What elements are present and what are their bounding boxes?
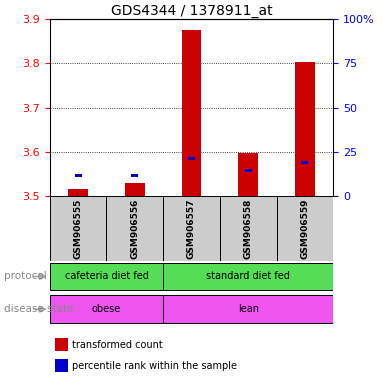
- Text: cafeteria diet fed: cafeteria diet fed: [65, 271, 148, 281]
- Text: lean: lean: [238, 304, 259, 314]
- FancyBboxPatch shape: [163, 263, 333, 290]
- Bar: [68, 189, 88, 196]
- Bar: [131, 174, 138, 177]
- Text: GSM906556: GSM906556: [130, 198, 139, 259]
- Bar: [75, 174, 82, 177]
- FancyBboxPatch shape: [50, 295, 163, 323]
- Text: disease state: disease state: [4, 304, 73, 314]
- Bar: [188, 157, 195, 160]
- Bar: [245, 169, 252, 172]
- FancyBboxPatch shape: [50, 263, 163, 290]
- Title: GDS4344 / 1378911_at: GDS4344 / 1378911_at: [111, 4, 272, 18]
- Text: GSM906555: GSM906555: [74, 198, 83, 259]
- Text: obese: obese: [92, 304, 121, 314]
- Text: GSM906558: GSM906558: [244, 198, 253, 259]
- Bar: [238, 153, 258, 196]
- Text: percentile rank within the sample: percentile rank within the sample: [72, 361, 237, 371]
- FancyBboxPatch shape: [50, 196, 106, 261]
- Text: GSM906559: GSM906559: [300, 198, 309, 259]
- Bar: [295, 63, 315, 196]
- Bar: [56, 338, 68, 351]
- Text: GSM906557: GSM906557: [187, 198, 196, 259]
- FancyBboxPatch shape: [220, 196, 277, 261]
- Bar: [182, 30, 201, 196]
- FancyBboxPatch shape: [106, 196, 163, 261]
- FancyBboxPatch shape: [277, 196, 333, 261]
- Text: standard diet fed: standard diet fed: [206, 271, 290, 281]
- Text: transformed count: transformed count: [72, 339, 163, 350]
- Bar: [125, 183, 145, 196]
- Text: protocol: protocol: [4, 271, 47, 281]
- Bar: [56, 359, 68, 372]
- Bar: [301, 161, 308, 164]
- FancyBboxPatch shape: [163, 295, 333, 323]
- FancyBboxPatch shape: [163, 196, 220, 261]
